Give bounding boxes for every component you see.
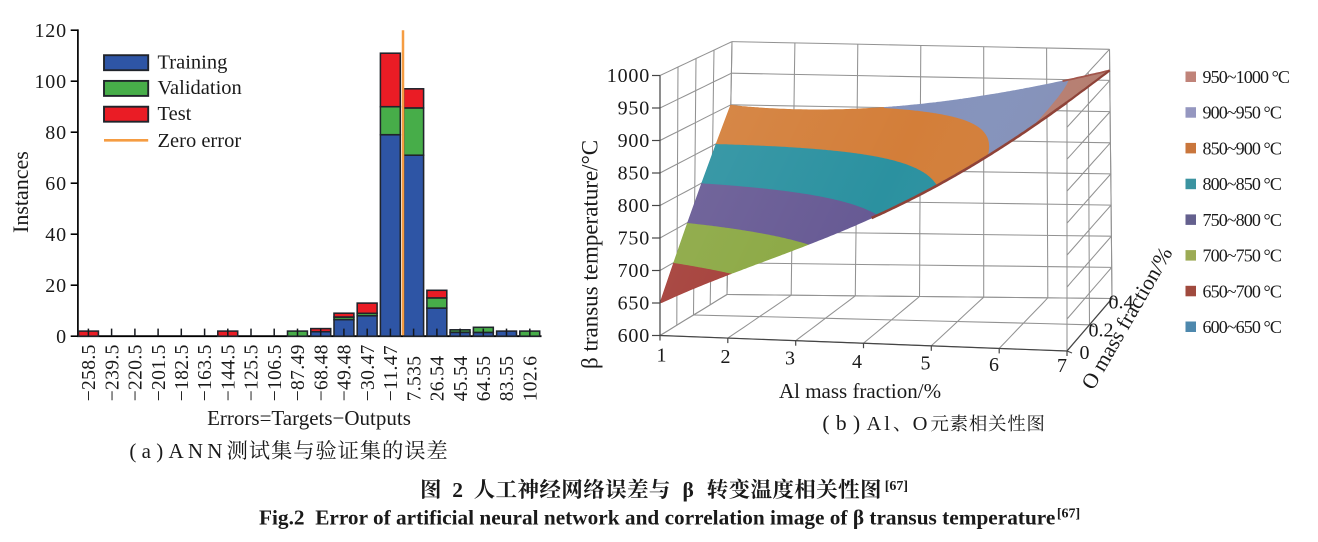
svg-text:60: 60: [45, 173, 67, 195]
svg-text:4: 4: [852, 351, 862, 373]
svg-text:45.54: 45.54: [451, 356, 472, 402]
svg-text:800: 800: [618, 195, 650, 217]
svg-text:O: O: [913, 413, 931, 435]
svg-text:Zero error: Zero error: [158, 130, 242, 152]
svg-text:64.55: 64.55: [474, 356, 495, 402]
svg-text:120: 120: [34, 20, 66, 42]
svg-text:2: 2: [442, 478, 474, 502]
svg-text:0: 0: [1080, 342, 1090, 364]
svg-text:Validation: Validation: [158, 77, 242, 99]
svg-text:100: 100: [34, 71, 66, 93]
svg-text:−201.5: −201.5: [149, 344, 170, 401]
svg-text:0.4: 0.4: [1109, 292, 1134, 314]
svg-text:700~750 °C: 700~750 °C: [1203, 246, 1282, 266]
svg-text:900: 900: [618, 130, 650, 152]
svg-text:800~850 °C: 800~850 °C: [1203, 174, 1282, 194]
svg-text:750~800 °C: 750~800 °C: [1203, 210, 1282, 230]
svg-text:−106.5: −106.5: [265, 344, 286, 401]
svg-text:40: 40: [45, 224, 67, 246]
svg-text:Instances: Instances: [8, 151, 33, 233]
svg-text:−87.49: −87.49: [288, 344, 309, 401]
svg-text:β transus temperature/°C: β transus temperature/°C: [578, 140, 603, 369]
svg-text:[67]: [67]: [1057, 507, 1080, 522]
svg-text:Fig.2 Error of artificial neur: Fig.2 Error of artificial neural network…: [259, 506, 1055, 530]
svg-text:Al mass fraction/%: Al mass fraction/%: [779, 379, 941, 403]
svg-text:5: 5: [921, 353, 931, 375]
svg-text:650~700 °C: 650~700 °C: [1203, 281, 1282, 301]
svg-text:650: 650: [618, 293, 650, 315]
svg-text:−220.5: −220.5: [126, 344, 147, 401]
svg-text:−144.5: −144.5: [219, 344, 240, 401]
svg-text:750: 750: [618, 228, 650, 250]
svg-text:7.535: 7.535: [404, 356, 425, 402]
svg-text:600: 600: [618, 325, 650, 347]
svg-text:O mass fraction/%: O mass fraction/%: [1077, 243, 1178, 394]
svg-text:850~900 °C: 850~900 °C: [1203, 138, 1282, 158]
svg-text:0.2: 0.2: [1089, 320, 1114, 342]
svg-text:−182.5: −182.5: [172, 344, 193, 401]
svg-text:102.6: 102.6: [521, 356, 542, 402]
svg-text:1000: 1000: [607, 65, 650, 87]
svg-text:600~650 °C: 600~650 °C: [1203, 317, 1282, 337]
svg-text:700: 700: [618, 260, 650, 282]
svg-text:1: 1: [657, 345, 667, 367]
svg-text:83.55: 83.55: [497, 356, 518, 402]
svg-text:( b ): ( b ): [822, 411, 860, 435]
svg-text:900~950 °C: 900~950 °C: [1203, 103, 1282, 123]
svg-text:80: 80: [45, 122, 67, 144]
svg-text:950~1000 °C: 950~1000 °C: [1203, 67, 1290, 87]
svg-text:2: 2: [721, 346, 731, 368]
svg-text:−49.48: −49.48: [335, 344, 356, 401]
svg-text:Errors=Targets−Outputs: Errors=Targets−Outputs: [207, 406, 411, 430]
svg-text:Training: Training: [158, 51, 228, 73]
svg-text:[67]: [67]: [882, 479, 908, 494]
svg-text:850: 850: [618, 163, 650, 185]
svg-text:26.54: 26.54: [428, 356, 449, 402]
svg-text:β: β: [671, 478, 707, 502]
svg-text:Al: Al: [867, 413, 894, 435]
svg-text:−258.5: −258.5: [79, 344, 100, 401]
svg-text:Test: Test: [158, 103, 192, 125]
svg-text:−11.47: −11.47: [381, 345, 402, 401]
svg-text:20: 20: [45, 275, 67, 297]
svg-text:−163.5: −163.5: [195, 344, 216, 401]
svg-text:0: 0: [56, 326, 67, 348]
svg-text:7: 7: [1057, 355, 1067, 377]
svg-text:950: 950: [618, 98, 650, 120]
svg-text:−68.48: −68.48: [311, 344, 332, 401]
svg-text:−239.5: −239.5: [102, 344, 123, 401]
svg-text:6: 6: [989, 354, 999, 376]
svg-text:ANN: ANN: [169, 439, 227, 463]
svg-text:( a ): ( a ): [129, 439, 163, 463]
svg-text:−125.5: −125.5: [242, 344, 263, 401]
svg-text:3: 3: [785, 348, 795, 370]
svg-text:−30.47: −30.47: [358, 344, 379, 401]
